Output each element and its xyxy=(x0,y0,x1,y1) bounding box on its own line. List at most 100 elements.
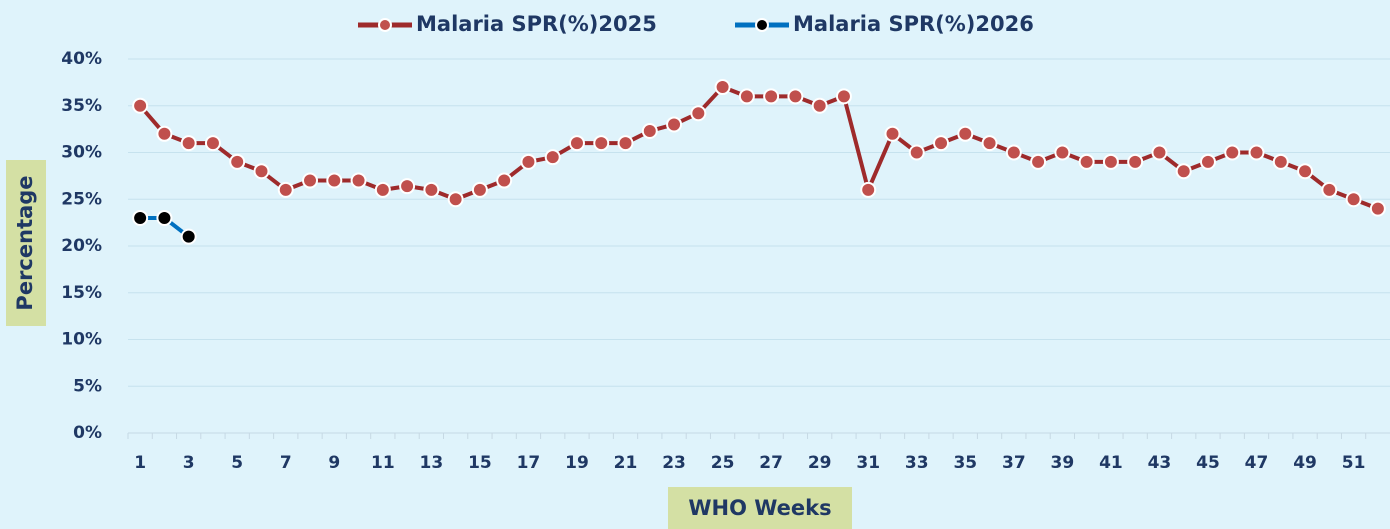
x-tick-label: 43 xyxy=(1148,453,1172,473)
legend-marker xyxy=(755,18,769,32)
point xyxy=(180,135,197,152)
point xyxy=(302,172,319,189)
point xyxy=(1297,163,1314,180)
point xyxy=(568,135,585,152)
x-axis-title: WHO Weeks xyxy=(688,496,831,520)
y-label-box xyxy=(6,160,46,326)
point xyxy=(690,105,707,122)
point xyxy=(1078,153,1095,170)
point xyxy=(957,125,974,142)
point xyxy=(593,135,610,152)
point xyxy=(617,135,634,152)
point xyxy=(884,125,901,142)
x-tick-label: 1 xyxy=(134,453,146,473)
x-tick-label: 15 xyxy=(468,453,492,473)
point xyxy=(714,79,731,96)
point xyxy=(277,181,294,198)
y-tick-label: 10% xyxy=(61,330,102,350)
x-tick-label: 21 xyxy=(614,453,638,473)
y-tick-label: 20% xyxy=(61,236,102,256)
x-tick-label: 49 xyxy=(1293,453,1317,473)
point xyxy=(1127,153,1144,170)
point xyxy=(1151,144,1168,161)
x-tick-label: 9 xyxy=(328,453,340,473)
point xyxy=(544,149,561,166)
point xyxy=(1321,181,1338,198)
point xyxy=(156,125,173,142)
point xyxy=(374,181,391,198)
point xyxy=(811,97,828,114)
y-tick-label: 0% xyxy=(73,423,102,443)
point xyxy=(738,88,755,105)
point xyxy=(423,181,440,198)
point xyxy=(496,172,513,189)
point xyxy=(860,181,877,198)
x-tick-label: 13 xyxy=(420,453,444,473)
point xyxy=(787,88,804,105)
point xyxy=(1199,153,1216,170)
point xyxy=(350,172,367,189)
y-tick-label: 40% xyxy=(61,49,102,69)
point xyxy=(1369,200,1386,217)
point xyxy=(641,122,658,139)
point xyxy=(835,88,852,105)
point xyxy=(326,172,343,189)
y-axis-title: Percentage xyxy=(13,175,37,310)
x-tick-label: 5 xyxy=(231,453,243,473)
point xyxy=(1054,144,1071,161)
point xyxy=(1345,191,1362,208)
x-tick-label: 33 xyxy=(905,453,929,473)
point xyxy=(908,144,925,161)
point xyxy=(132,97,149,114)
x-tick-label: 17 xyxy=(517,453,541,473)
x-tick-label: 31 xyxy=(856,453,880,473)
x-tick-label: 39 xyxy=(1051,453,1075,473)
point xyxy=(520,153,537,170)
x-tick-label: 27 xyxy=(759,453,783,473)
point xyxy=(180,228,197,245)
point xyxy=(1102,153,1119,170)
point xyxy=(666,116,683,133)
y-tick-label: 15% xyxy=(61,283,102,303)
point xyxy=(1272,153,1289,170)
series-line xyxy=(138,85,1379,211)
point xyxy=(253,163,270,180)
x-tick-label: 19 xyxy=(565,453,589,473)
point xyxy=(204,135,221,152)
point xyxy=(447,191,464,208)
point xyxy=(1248,144,1265,161)
x-tick-label: 47 xyxy=(1245,453,1269,473)
x-tick-label: 41 xyxy=(1099,453,1123,473)
x-tick-label: 11 xyxy=(371,453,395,473)
y-tick-label: 5% xyxy=(73,376,102,396)
point xyxy=(399,178,416,195)
point xyxy=(763,88,780,105)
point xyxy=(229,153,246,170)
x-tick-label: 7 xyxy=(280,453,292,473)
point xyxy=(1030,153,1047,170)
x-tick-label: 37 xyxy=(1002,453,1026,473)
point xyxy=(156,209,173,226)
legend-marker xyxy=(378,18,392,32)
y-tick-label: 25% xyxy=(61,189,102,209)
x-tick-label: 3 xyxy=(183,453,195,473)
point xyxy=(132,209,149,226)
point xyxy=(1005,144,1022,161)
x-tick-label: 25 xyxy=(711,453,735,473)
x-tick-label: 29 xyxy=(808,453,832,473)
point xyxy=(1175,163,1192,180)
y-tick-label: 35% xyxy=(61,96,102,116)
x-tick-label: 51 xyxy=(1342,453,1366,473)
point xyxy=(981,135,998,152)
x-tick-label: 45 xyxy=(1196,453,1220,473)
x-tick-label: 23 xyxy=(662,453,686,473)
x-label-box xyxy=(668,487,852,529)
point xyxy=(933,135,950,152)
legend-label: Malaria SPR(%)2026 xyxy=(793,12,1034,36)
y-tick-label: 30% xyxy=(61,143,102,163)
point xyxy=(1224,144,1241,161)
legend-label: Malaria SPR(%)2025 xyxy=(416,12,657,36)
point xyxy=(471,181,488,198)
x-tick-label: 35 xyxy=(953,453,977,473)
